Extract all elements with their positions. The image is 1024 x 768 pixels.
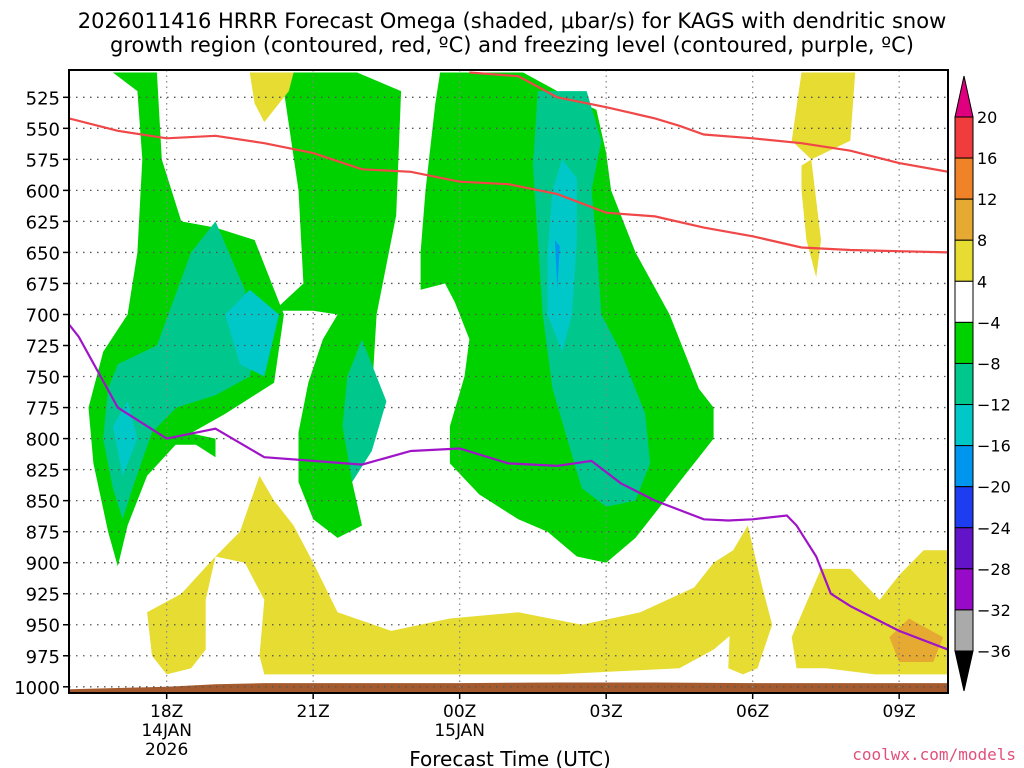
colorbar-top-triangle — [954, 75, 974, 118]
chart-title-line-2: growth region (contoured, red, ºC) and f… — [110, 33, 914, 57]
y-tick-label: 850 — [26, 492, 60, 513]
omega-region — [215, 475, 743, 675]
colorbar-label: −12 — [977, 396, 1011, 415]
colorbar-box — [954, 527, 974, 570]
omega-region — [103, 221, 255, 520]
y-tick-label: 625 — [26, 212, 60, 233]
x-axis-label: Forecast Time (UTC) — [409, 747, 611, 768]
omega-region — [269, 72, 402, 538]
colorbar-label: −32 — [977, 601, 1011, 620]
colorbar-label: 12 — [977, 190, 997, 209]
x-tick-label: 06Z — [736, 702, 769, 722]
colorbar-label: −36 — [977, 642, 1011, 661]
omega-region — [342, 339, 387, 482]
terrain-fill — [69, 682, 948, 693]
x-tick-label: 00Z — [443, 702, 476, 722]
y-tick-label: 800 — [26, 430, 60, 451]
colorbar-label: −8 — [977, 354, 1001, 373]
omega-region — [147, 556, 216, 675]
contour-lines — [69, 71, 948, 651]
omega-region — [801, 159, 821, 278]
y-tick-label: 875 — [26, 523, 60, 544]
y-tick-label: 675 — [26, 274, 60, 295]
y-tick-label: 650 — [26, 243, 60, 264]
x-tick-label: 15JAN — [434, 721, 485, 741]
freezing-level-line — [69, 323, 948, 651]
chart-title-line-1: 2026011416 HRRR Forecast Omega (shaded, … — [77, 9, 947, 33]
y-tick-label: 525 — [26, 88, 60, 109]
colorbar-box — [954, 198, 974, 241]
y-tick-label: 550 — [26, 119, 60, 140]
x-tick-label: 14JAN — [141, 721, 192, 741]
colorbar-box — [954, 116, 974, 159]
y-tick-label: 575 — [26, 150, 60, 171]
colorbar-box — [954, 157, 974, 200]
credit-text: coolwx.com/models — [852, 745, 1016, 764]
colorbar-box — [954, 239, 974, 282]
dgz-contour-line — [69, 117, 948, 254]
colorbar-bottom-triangle — [954, 650, 974, 692]
dgz-contour-line — [469, 71, 948, 173]
y-tick-label: 825 — [26, 461, 60, 482]
terrain-area — [69, 682, 948, 693]
colorbar-label: 16 — [977, 149, 997, 168]
y-tick-label: 950 — [26, 616, 60, 637]
colorbar-box — [954, 609, 974, 652]
omega-region — [547, 159, 577, 352]
y-tick-label: 725 — [26, 337, 60, 358]
y-tick-label: 900 — [26, 554, 60, 575]
y-tick-label: 700 — [26, 305, 60, 326]
colorbar-box — [954, 568, 974, 611]
x-tick-label: 03Z — [590, 702, 623, 722]
omega-region — [728, 525, 773, 675]
omega-region — [554, 240, 560, 290]
colorbar-box — [954, 404, 974, 447]
y-tick-label: 975 — [26, 647, 60, 668]
y-tick-label: 750 — [26, 368, 60, 389]
colorbar-label: 8 — [977, 231, 987, 250]
x-tick-label: 2026 — [145, 740, 188, 760]
x-tick-label: 21Z — [297, 702, 330, 722]
omega-region — [791, 72, 856, 160]
colorbar-box — [954, 280, 974, 323]
omega-shading — [88, 72, 948, 675]
colorbar-label: −4 — [977, 313, 1001, 332]
y-tick-label: 925 — [26, 585, 60, 606]
y-tick-label: 775 — [26, 399, 60, 420]
omega-region — [889, 618, 944, 662]
omega-region — [225, 289, 279, 377]
colorbar-label: 4 — [977, 272, 987, 291]
x-tick-label: 09Z — [883, 702, 916, 722]
y-tick-label: 1000 — [14, 678, 60, 699]
x-tick-label: 18Z — [150, 702, 183, 722]
colorbar-label: 20 — [977, 108, 997, 127]
colorbar-box — [954, 486, 974, 529]
colorbar-label: −20 — [977, 478, 1011, 497]
omega-region — [249, 72, 294, 123]
plot-frame — [68, 69, 949, 694]
colorbar-label: −28 — [977, 560, 1011, 579]
colorbar-box — [954, 445, 974, 488]
colorbar-box — [954, 321, 974, 364]
pressure-axis: 525 550 575 600 625 650 675 700 725 750 775 800 825 8… — [14, 88, 69, 699]
colorbar-box — [954, 362, 974, 406]
colorbar: 20 16 12 8 4 −4 −8 −12 −16 −20 −24 −28 −32 −36 — [954, 75, 1011, 692]
colorbar-label: −16 — [977, 437, 1011, 456]
y-tick-label: 600 — [26, 181, 60, 202]
colorbar-label: −24 — [977, 519, 1011, 538]
